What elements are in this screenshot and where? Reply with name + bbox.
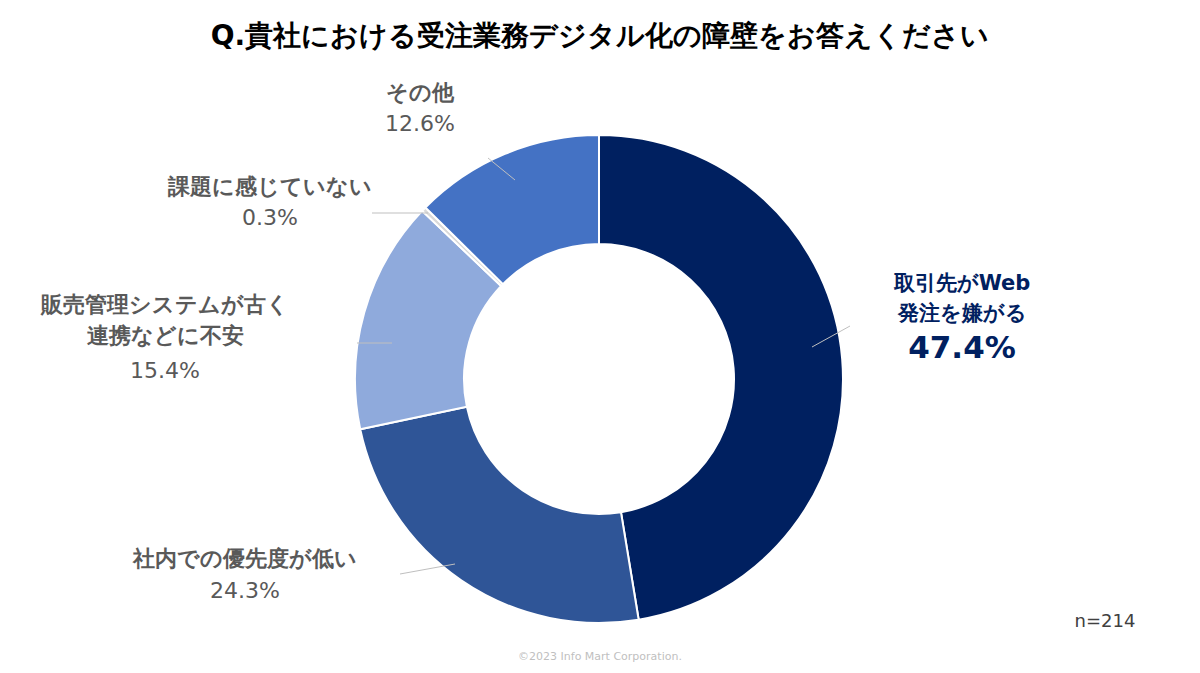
annotation: ©2023 Info Mart Corporation. [518, 650, 682, 663]
labels: 取引先がWeb発注を嫌がる 47.4% 社内での優先度が低い 24.3% 販売管理システ… [40, 80, 1030, 603]
data-label: 0.3% [242, 205, 298, 230]
leader-line [372, 213, 428, 214]
slices [355, 135, 843, 623]
data-label: 24.3% [210, 578, 280, 603]
data-label: 12.6% [385, 111, 455, 136]
title: Q.貴社における受注業務デジタル化の障壁をお答えください [211, 19, 989, 52]
annotation: n=214 [1075, 610, 1136, 631]
category-label: 社内での優先度が低い [132, 546, 357, 571]
data-label: 15.4% [130, 358, 200, 383]
data-label: 47.4% [908, 329, 1016, 365]
category-label: その他 [386, 80, 455, 105]
leader-line [400, 564, 455, 574]
category-label: 取引先がWeb発注を嫌がる [893, 271, 1031, 325]
chart-container: Q.貴社における受注業務デジタル化の障壁をお答えください取引先がWeb発注を嫌が… [0, 0, 1200, 673]
category-label: 販売管理システムが古く連携などに不安 [40, 292, 289, 348]
chart-svg: Q.貴社における受注業務デジタル化の障壁をお答えください取引先がWeb発注を嫌が… [0, 0, 1200, 673]
leader-line [812, 326, 850, 347]
leader-line [357, 343, 392, 344]
category-label: 課題に感じていない [167, 174, 372, 199]
slice [599, 135, 843, 620]
leader-line [488, 158, 515, 180]
slice [360, 407, 638, 623]
slice [425, 135, 599, 284]
